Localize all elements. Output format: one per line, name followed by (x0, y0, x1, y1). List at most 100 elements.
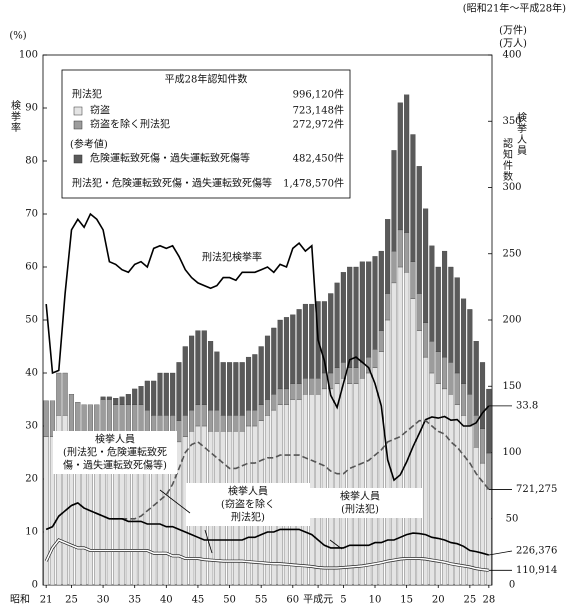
bar-segment (416, 330, 422, 586)
bar-segment (113, 398, 119, 405)
bar-segment (195, 330, 201, 405)
legend-swatch (73, 106, 83, 116)
bar-segment (473, 341, 479, 416)
bar-segment (460, 383, 467, 416)
bar-segment (429, 245, 435, 342)
bar-segment (321, 372, 327, 390)
line (45, 539, 489, 572)
bar-segment (309, 378, 315, 395)
legend-note: (参考値) (70, 138, 108, 151)
legend-count: 996,120件 (293, 89, 344, 101)
bar-segment (397, 229, 403, 268)
bar-segment (227, 362, 233, 416)
bar-segment (435, 351, 441, 384)
line (45, 419, 490, 531)
end-label: 721,275 (516, 484, 557, 495)
x-tick-label: 25 (65, 595, 78, 606)
bar-segment (328, 388, 334, 586)
bar-segment (340, 272, 346, 363)
line-label: (刑法犯) (341, 503, 379, 516)
bar-segment (189, 335, 195, 411)
legend-label: 刑法犯 (72, 88, 102, 101)
x-tick-label: 45 (192, 595, 205, 606)
x-tick-label: 15 (400, 595, 413, 606)
leader (488, 550, 513, 556)
y2-tick-label: 0 (509, 580, 515, 591)
bar-segment (460, 415, 467, 586)
line-label: 検挙人員 (95, 433, 135, 446)
annotation-bg (298, 488, 422, 518)
bar-segment (359, 378, 365, 586)
bar-segment (201, 330, 207, 405)
bar-segment (125, 394, 131, 405)
bar-segment (372, 367, 378, 586)
y-tick-label: 50 (25, 315, 38, 326)
x-tick-label: 20 (432, 595, 445, 606)
y-tick-label: 20 (25, 474, 38, 485)
bar-segment (435, 383, 441, 586)
bar-segment (410, 261, 416, 299)
bar-segment (138, 386, 144, 405)
end-label: 33.8 (516, 400, 538, 411)
bar-segment (321, 301, 327, 374)
legend-count: 723,148件 (293, 105, 344, 117)
bar-segment (385, 293, 391, 321)
bar-segment (290, 383, 296, 400)
y-unit: (%) (9, 31, 26, 42)
bar-segment (201, 404, 207, 427)
bar-segment (277, 319, 283, 390)
bar-segment (366, 372, 372, 586)
bar-segment (239, 415, 245, 432)
line-label: 刑法犯) (231, 511, 265, 524)
bar-segment (176, 362, 182, 421)
x-tick-label: 50 (223, 595, 236, 606)
bar-segment (328, 293, 334, 374)
bar-segment (296, 309, 302, 384)
bar-segment (486, 452, 492, 490)
bar-segment (378, 250, 384, 331)
line-label: 傷・過失運転致死傷等) (63, 459, 167, 472)
bar-segment (296, 383, 302, 400)
bar-segment (182, 415, 188, 437)
x-tick-label: 30 (97, 595, 110, 606)
bar-segment (189, 409, 195, 432)
bar-segment (416, 166, 422, 294)
bar-segment (404, 94, 410, 233)
bar-segment (353, 367, 359, 384)
bar-segment (119, 396, 125, 405)
bar-segment (454, 404, 460, 586)
legend-label: 窃盗 (90, 104, 110, 117)
bar-segment (43, 400, 49, 437)
line (45, 501, 490, 556)
legend-count: 272,972件 (293, 119, 344, 131)
bar-segment (252, 354, 258, 411)
annotation-leader (204, 529, 213, 554)
bar-segment (271, 394, 277, 411)
y2-tick-label: 400 (502, 50, 521, 61)
annotation-bg (186, 483, 310, 526)
bar-segment (410, 134, 416, 262)
bar-segment (245, 356, 252, 411)
bar-segment (157, 372, 163, 416)
bar-segment (106, 396, 112, 400)
line-label: 検挙人員 (228, 485, 268, 498)
bar-segment (347, 367, 353, 384)
bar-segment (264, 399, 271, 416)
bar-segment (252, 409, 258, 427)
y2-tick-label: 150 (502, 381, 521, 392)
x-tick-label: 25 (463, 595, 476, 606)
bar-segment (163, 372, 169, 416)
bar-segment (429, 372, 435, 586)
bar-segment (68, 394, 75, 432)
y-label: 検挙率 (9, 99, 21, 133)
bar-segment (404, 272, 410, 586)
bar-segment (353, 383, 359, 586)
annotation-leader (159, 489, 191, 514)
y2-unit: (万人) (499, 38, 527, 50)
bar-segment (378, 351, 384, 586)
bar-segment (385, 319, 391, 586)
bar-segment (315, 378, 321, 395)
y-tick-label: 90 (25, 103, 38, 114)
bar-segment (309, 303, 315, 379)
bar-segment (176, 441, 182, 586)
